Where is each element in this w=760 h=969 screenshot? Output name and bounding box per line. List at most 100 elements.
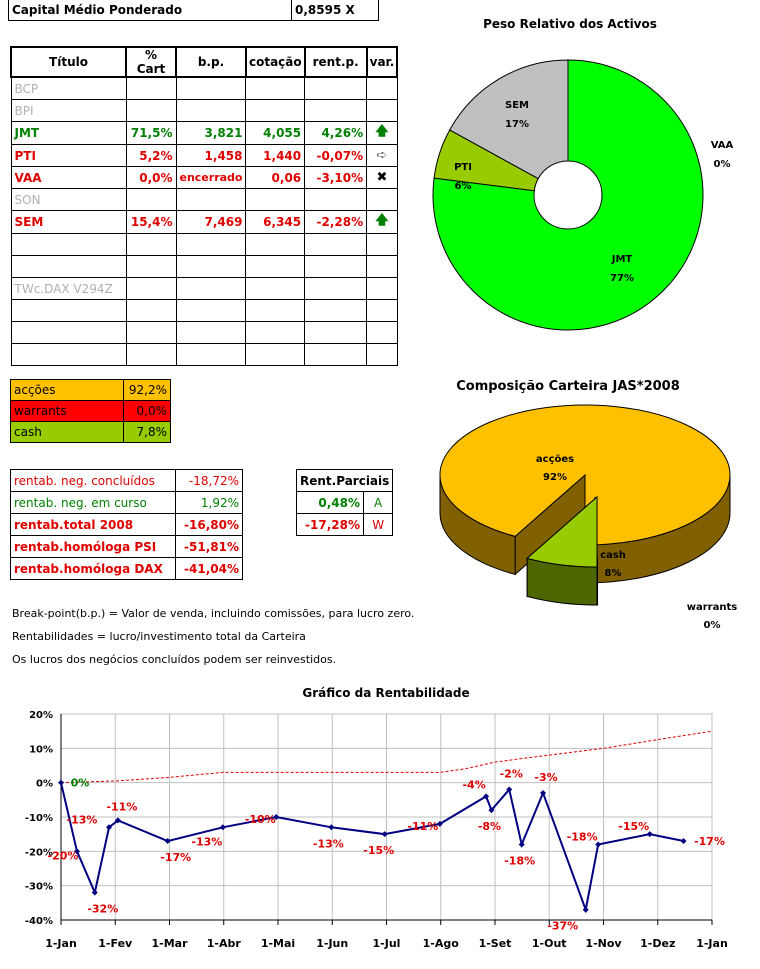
- position-rent: [304, 188, 368, 211]
- position-cot: [245, 233, 306, 256]
- position-cot: [245, 188, 306, 211]
- capital-medio-value: 0,8595 X: [291, 0, 379, 21]
- partial-w-tag: W: [362, 513, 394, 536]
- data-label: -8%: [478, 820, 501, 833]
- position-row: BPI: [10, 99, 398, 122]
- reference-line: [60, 730, 713, 784]
- partial-w-value: -17,28%: [296, 513, 364, 536]
- position-cart: 5,2%: [125, 144, 177, 167]
- y-tick-label: 20%: [29, 710, 53, 721]
- slice-label-jmt: JMT: [611, 254, 633, 265]
- slice-value-pti: 6%: [455, 181, 472, 192]
- data-point: [381, 831, 388, 838]
- position-var: [366, 321, 398, 344]
- position-cot: [245, 255, 306, 278]
- data-label: -17%: [694, 835, 725, 848]
- position-var: 🡅: [366, 210, 398, 234]
- data-point: [91, 889, 98, 896]
- rentability-row: rentab.homóloga DAX -41,04%: [10, 557, 243, 580]
- col-header-4: rent.p.: [303, 46, 368, 78]
- rentability-row: rentab. neg. em curso 1,92%: [10, 491, 243, 514]
- position-bp: [175, 99, 247, 122]
- position-cart: [125, 76, 177, 100]
- position-rent: [304, 343, 368, 366]
- data-label: -13%: [67, 813, 98, 826]
- position-bp: encerrado: [175, 166, 247, 189]
- x-tick-label: 1-Jul: [373, 937, 401, 950]
- composition-row: acções 92,2%: [10, 379, 171, 401]
- data-point: [540, 789, 547, 796]
- slice-value-vaa: 0%: [714, 159, 731, 170]
- x-tick-label: 1-Mar: [151, 937, 188, 950]
- slice-value-jmt: 77%: [610, 273, 634, 284]
- note-rentabilidades: Rentabilidades = lucro/investimento tota…: [12, 630, 306, 643]
- position-bp: [175, 76, 247, 100]
- position-var: [366, 299, 398, 322]
- y-tick-label: -40%: [25, 916, 53, 927]
- position-name: VAA: [10, 166, 127, 189]
- x-tick-label: 1-Set: [479, 937, 512, 950]
- data-label: -11%: [407, 820, 438, 833]
- position-row: JMT 71,5% 3,821 4,055 4,26% 🡅: [10, 121, 398, 145]
- position-bp: 1,458: [175, 144, 247, 167]
- right-arrow-icon: ➪: [376, 148, 388, 163]
- x-tick-label: 1-Dez: [640, 937, 675, 950]
- data-point: [483, 793, 490, 800]
- position-var: ➪: [366, 144, 398, 167]
- x-mark-icon: ✖: [376, 170, 388, 185]
- peso-relativo-chart: Peso Relativo dos Activos JMT 77% VAA 0% PTI…: [432, 17, 734, 331]
- position-rent: [304, 99, 368, 122]
- rentability-row: rentab.homóloga PSI -51,81%: [10, 535, 243, 558]
- position-row: VAA 0,0% encerrado 0,06 -3,10% ✖: [10, 166, 398, 189]
- data-label: -15%: [363, 844, 394, 857]
- y-tick-label: 0%: [36, 779, 53, 790]
- position-rent: [304, 299, 368, 322]
- x-tick-label: 1-Jan: [45, 937, 77, 950]
- pie2-label-2: cash: [600, 550, 626, 561]
- position-cart: [125, 188, 177, 211]
- rentability-value: -16,80%: [175, 513, 243, 536]
- position-row: [10, 255, 398, 278]
- position-cot: 4,055: [245, 121, 306, 145]
- composition-value: 7,8%: [123, 421, 171, 443]
- slice-cash: [526, 495, 598, 568]
- position-bp: 3,821: [175, 121, 247, 145]
- position-var: ✖: [366, 166, 398, 189]
- data-point: [106, 824, 113, 831]
- rentability-label: rentab. neg. em curso: [10, 491, 176, 514]
- composition-label: warrants: [10, 400, 124, 422]
- y-tick-label: -20%: [25, 847, 53, 858]
- slice-value-sem: 17%: [505, 119, 529, 130]
- col-header-1: % Cart: [125, 46, 177, 78]
- data-point: [164, 838, 171, 845]
- composition-row: cash 7,8%: [10, 421, 171, 443]
- data-label: -4%: [462, 778, 485, 791]
- position-cot: [245, 277, 306, 300]
- position-rent: [304, 321, 368, 344]
- position-row: [10, 299, 398, 322]
- position-rent: [304, 277, 368, 300]
- position-bp: [175, 277, 247, 300]
- rentability-value: -18,72%: [175, 469, 243, 492]
- data-point: [328, 824, 335, 831]
- position-row: TWc.DAX V294Z: [10, 277, 398, 300]
- data-label: -37%: [547, 920, 578, 933]
- rentability-value: -51,81%: [175, 535, 243, 558]
- position-name: [10, 255, 127, 278]
- data-point: [488, 807, 495, 814]
- slice-label-pti: PTI: [454, 162, 472, 173]
- up-arrow-icon: 🡅: [375, 124, 389, 139]
- x-tick-label: 1-Jan: [696, 937, 728, 950]
- x-tick-label: 1-Abr: [207, 937, 242, 950]
- pie2-value-1: 0%: [704, 620, 721, 631]
- positions-body: BCP BPI JMT 71,5% 3,821 4,055 4,26% 🡅 PTI 5,2% 1,4…: [10, 76, 398, 366]
- composicao-chart: Composição Carteira JAS*2008 acções 92% wa…: [439, 379, 737, 631]
- y-tick-label: 10%: [29, 744, 53, 755]
- position-cart: 15,4%: [125, 210, 177, 234]
- data-point: [646, 831, 653, 838]
- x-tick-label: 1-Mai: [261, 937, 295, 950]
- position-name: [10, 233, 127, 256]
- data-point: [518, 841, 525, 848]
- capital-medio-label: Capital Médio Ponderado: [8, 0, 292, 21]
- data-label: -10%: [245, 813, 276, 826]
